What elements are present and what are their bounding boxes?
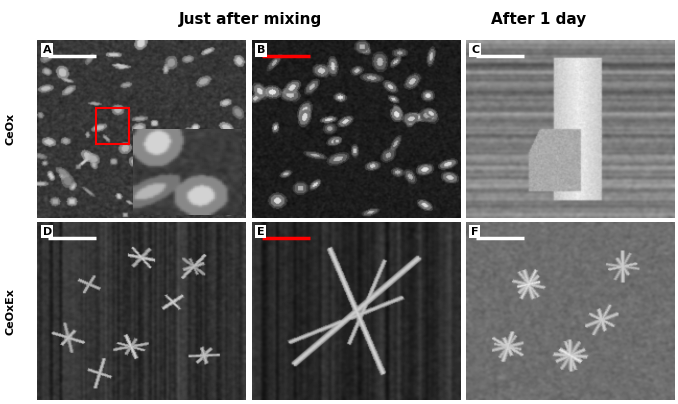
Text: B: B — [257, 45, 265, 55]
Text: E: E — [257, 227, 264, 237]
Text: After 1 day: After 1 day — [492, 12, 586, 27]
Bar — [96, 108, 129, 143]
Text: CeOxEx: CeOxEx — [5, 288, 15, 335]
Text: D: D — [43, 227, 52, 237]
Text: CeOx: CeOx — [5, 113, 15, 145]
Text: Just after mixing: Just after mixing — [179, 12, 323, 27]
Text: A: A — [43, 45, 51, 55]
Text: F: F — [471, 227, 479, 237]
Text: C: C — [471, 45, 479, 55]
